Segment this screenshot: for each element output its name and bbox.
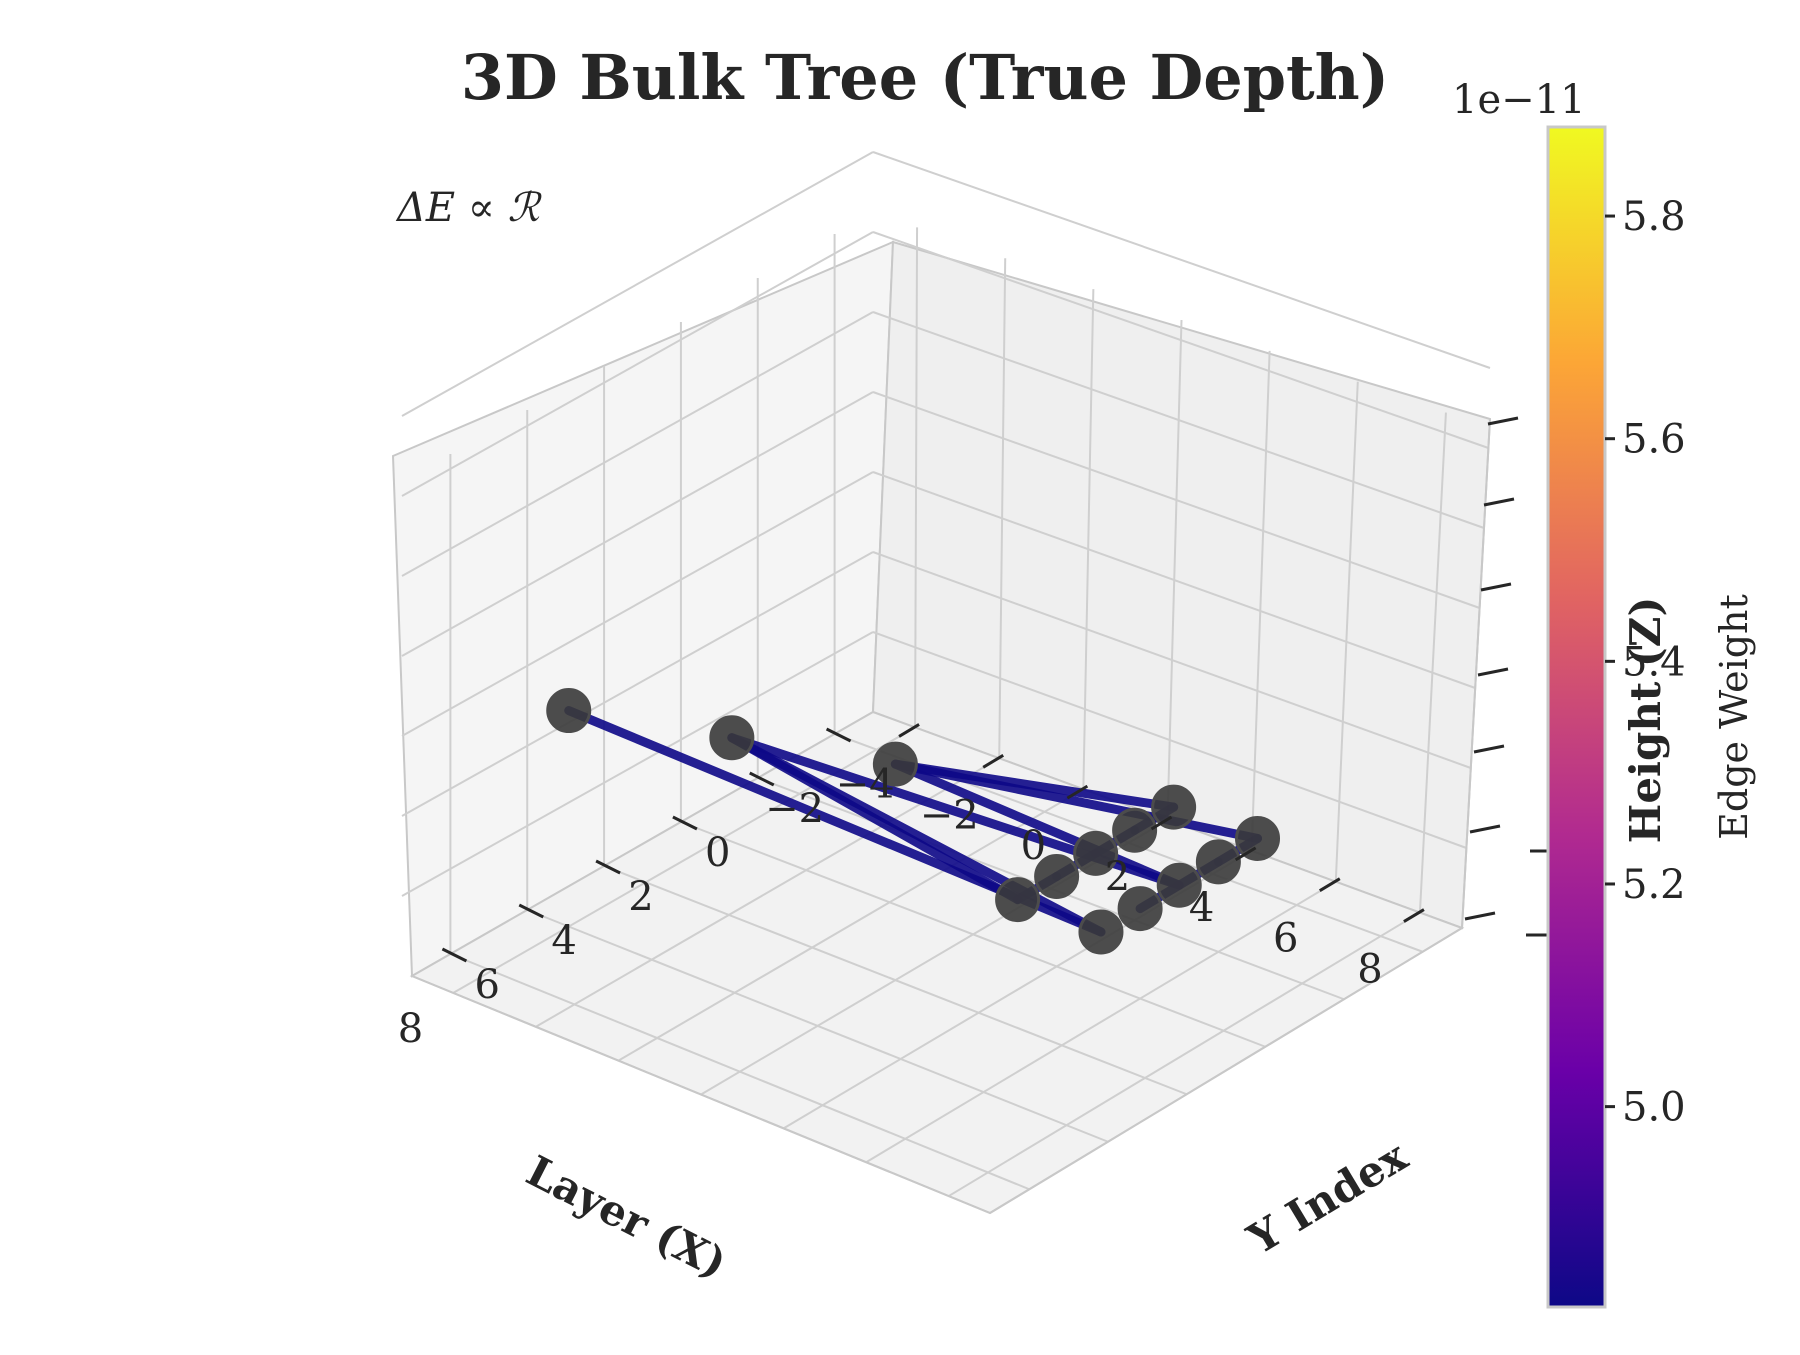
axes-panes	[391, 240, 1492, 1215]
x-axis-label: Layer (X)	[519, 1146, 735, 1288]
y-tick-label: 8	[1357, 947, 1382, 993]
y-axis-ticks: −4 −2 0 2 4 6 8	[836, 723, 1425, 993]
right-wall-grid-line-z	[872, 391, 1480, 609]
x-tick-mark	[672, 815, 698, 831]
tree-node	[1073, 830, 1119, 876]
chart-annotation: ΔE ∝ ℛ	[395, 185, 543, 231]
colorbar-gradient	[1546, 125, 1607, 1309]
tree-node	[1195, 839, 1241, 885]
y-tick-mark	[982, 753, 1004, 769]
right-wall-grid-line	[998, 258, 1007, 759]
y-tick-label: −4	[836, 761, 895, 807]
tree-node	[1078, 909, 1124, 955]
right-wall-grid-line	[1334, 381, 1359, 882]
colorbar-tick-label: 5.2	[1622, 862, 1686, 908]
floor-grid-line-y	[865, 880, 1337, 1164]
floor-grid-line-y	[617, 788, 1084, 1062]
tree-edge	[727, 733, 1023, 905]
x-tick-mark	[595, 859, 621, 875]
z-tick-mark	[1483, 497, 1515, 507]
x-tick-mark	[825, 727, 852, 743]
x-tick-label: 8	[398, 1006, 423, 1052]
x-tick-mark	[518, 903, 544, 919]
right-wall-grid-line	[1166, 319, 1183, 821]
colorbar: 1e−11 5.0 5.2 5.4 5.6 5.8 Edge Weight	[1452, 77, 1756, 1309]
floor-grid-line-y	[948, 911, 1421, 1197]
y-tick-mark	[1234, 846, 1257, 862]
right-wall-grid-line-z	[872, 311, 1485, 529]
z-axis-label: Height (Z)	[1621, 597, 1670, 844]
right-wall-grid-line	[1418, 412, 1447, 913]
x-axis-ticks: 8 6 4 2 0 −2	[398, 727, 852, 1052]
z-tick-mark	[1477, 667, 1509, 677]
y-tick-mark	[1150, 815, 1173, 831]
x-tick-label: −2	[765, 786, 824, 832]
y-axis-label: Y Index	[1239, 1131, 1417, 1265]
tree-node	[546, 688, 592, 734]
right-wall-grid-line-z	[872, 151, 1491, 369]
right-wall-grid-line-z	[872, 551, 1472, 769]
tree-node	[1151, 784, 1197, 830]
left-wall-grid-line-z	[401, 151, 874, 417]
tree-edge	[890, 759, 1184, 890]
y-tick-label: 0	[1021, 823, 1046, 869]
node-layer	[546, 688, 1281, 955]
colorbar-ticks: 5.0 5.2 5.4 5.6 5.8	[1605, 194, 1686, 1131]
x-tick-label: 6	[475, 962, 500, 1008]
y-tick-mark	[1066, 784, 1089, 800]
x-tick-label: 0	[705, 830, 730, 876]
y-tick-label: 2	[1105, 854, 1130, 900]
x-tick-mark	[749, 771, 775, 787]
z-tick-mark	[1464, 911, 1496, 921]
y-tick-label: 4	[1189, 885, 1214, 931]
chart-title: 3D Bulk Tree (True Depth)	[461, 41, 1389, 114]
tree-node	[1034, 853, 1080, 899]
left-wall-grid-line-z	[401, 471, 874, 737]
tree-node	[1235, 815, 1281, 861]
colorbar-tick-label: 5.8	[1622, 194, 1686, 240]
x-tick-label: 4	[551, 918, 576, 964]
y-tick-mark	[1319, 877, 1341, 893]
tree-node	[1156, 862, 1202, 908]
left-wall-grid-line-z	[401, 551, 874, 817]
tree-node	[872, 741, 918, 787]
grid-lines	[401, 151, 1491, 1197]
right-wall-grid-line	[1250, 350, 1271, 851]
tree-edge	[890, 759, 1179, 812]
z-tick-mark	[1487, 416, 1519, 426]
x-axis-line	[411, 975, 991, 1214]
z-tick-mark	[1469, 824, 1501, 834]
left-wall-grid-line-z	[401, 311, 874, 577]
right-wall-grid-line	[1082, 289, 1095, 790]
left-wall-grid-line-z	[401, 631, 874, 897]
y-tick-label: 6	[1273, 916, 1298, 962]
right-wall-grid-line	[914, 227, 919, 728]
y-tick-label: −2	[920, 792, 979, 838]
right-wall-grid-line-z	[872, 231, 1489, 449]
colorbar-tick-label: 5.4	[1622, 639, 1686, 685]
z-tick-mark	[1473, 744, 1505, 754]
tree-node	[709, 715, 755, 761]
colorbar-offset-text: 1e−11	[1452, 77, 1586, 123]
z-tick-mark	[1480, 582, 1512, 592]
y-axis-line	[989, 927, 1463, 1214]
right-wall-grid-line-z	[872, 631, 1467, 849]
tree-node	[1112, 807, 1158, 853]
left-wall-grid-line-z	[401, 231, 874, 497]
x-tick-mark	[441, 947, 468, 963]
left-wall-grid-line-z	[401, 391, 874, 657]
colorbar-tick-label: 5.6	[1622, 417, 1686, 463]
colorbar-label: Edge Weight	[1712, 594, 1756, 840]
y-tick-mark	[1403, 908, 1425, 923]
z-axis-ticks	[1464, 416, 1555, 937]
y-tick-mark	[898, 723, 920, 738]
tree-node	[1117, 886, 1163, 932]
colorbar-tick-label: 5.0	[1622, 1085, 1686, 1131]
right-wall-grid-line-z	[872, 471, 1476, 689]
x-tick-label: 2	[628, 874, 653, 920]
tree-node	[995, 877, 1041, 923]
